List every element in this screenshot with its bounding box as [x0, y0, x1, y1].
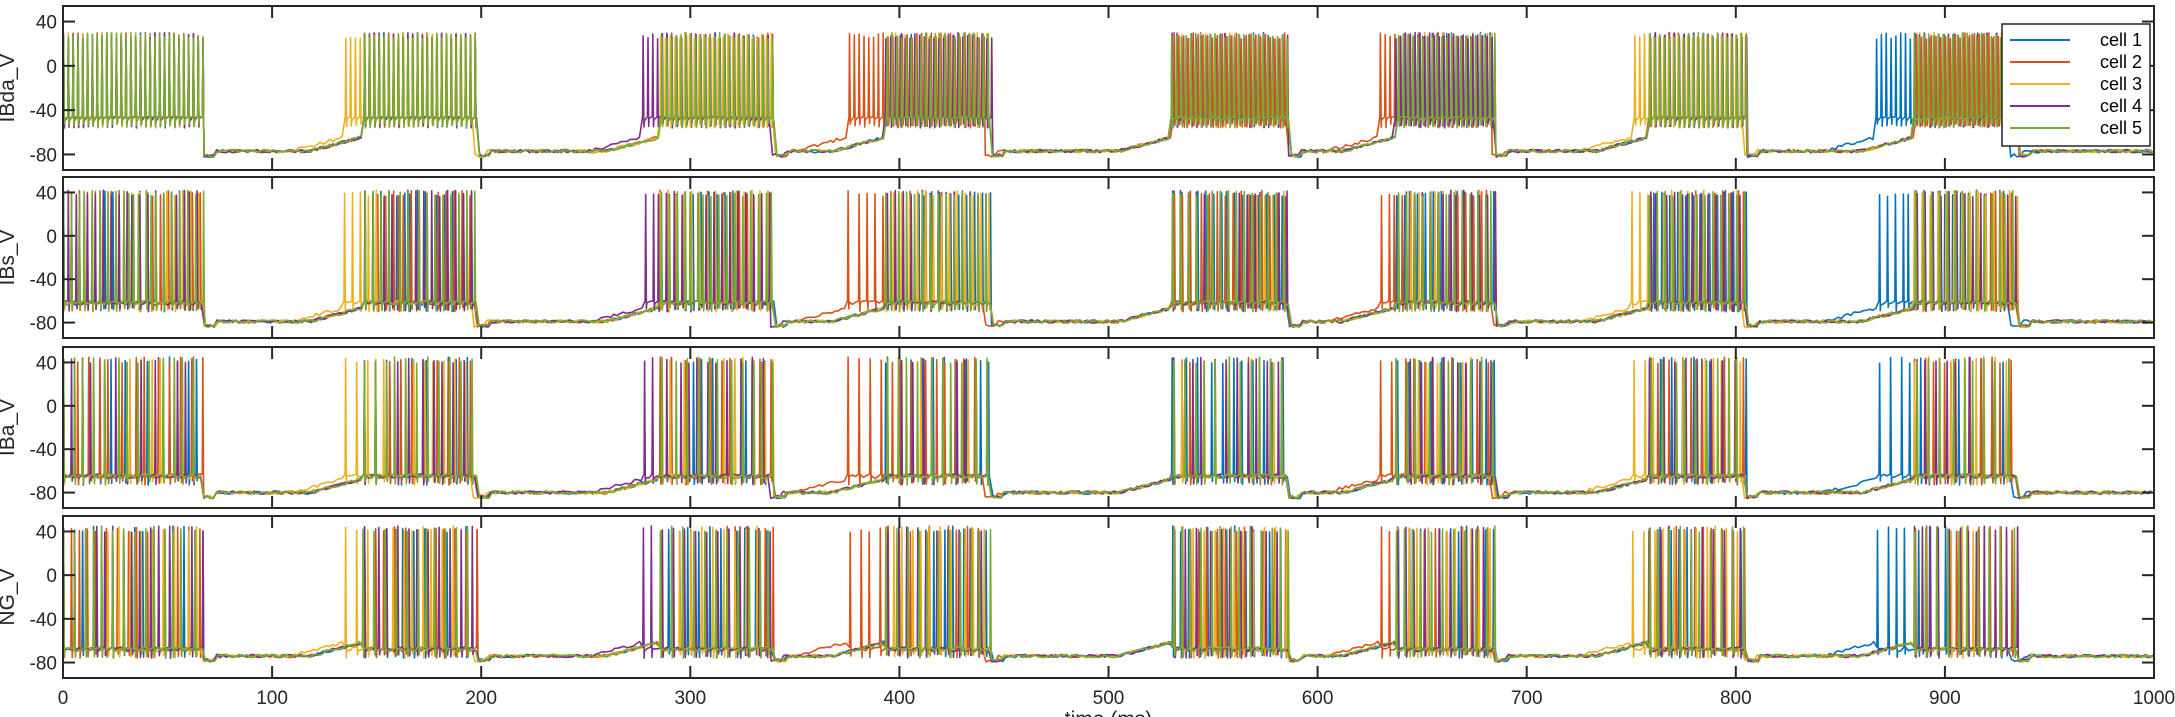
x-tick-label: 0 [58, 688, 69, 709]
x-tick-label: 700 [1511, 688, 1543, 709]
series-line-cell-5 [63, 525, 2154, 663]
x-tick-label: 900 [1929, 688, 1961, 709]
panel-2: 40 0 -40 -80 IBs_V [0, 176, 2155, 339]
series-line-cell-5 [63, 189, 2153, 329]
x-tick-label: 1000 [2133, 688, 2175, 709]
series-line-cell-2 [63, 525, 2152, 663]
panel-1: 40 0 -40 -80 IBda_V [0, 5, 2155, 171]
x-axis: 0 100 200 300 400 500 600 700 800 900 1000 [58, 688, 2175, 709]
x-tick-label: 800 [1720, 688, 1752, 709]
y-tick-label: -40 [30, 440, 57, 461]
panel-traces [63, 31, 2154, 158]
panel-traces [63, 189, 2154, 329]
legend-entry-label: cell 5 [2100, 118, 2142, 138]
y-tick-label: -40 [30, 101, 57, 122]
panel-traces [63, 525, 2154, 663]
series-line-cell-5 [63, 31, 2152, 158]
y-tick-label: 40 [36, 183, 57, 204]
series-line-cell-5 [63, 356, 2152, 500]
y-axis-label: IBs_V [0, 229, 19, 285]
y-tick-label: 0 [46, 57, 57, 78]
series-line-cell-2 [63, 31, 2154, 158]
y-tick-label: -40 [30, 610, 57, 631]
y-axis-label: IBa_V [0, 399, 19, 456]
x-tick-label: 600 [1302, 688, 1334, 709]
y-tick-label: 40 [36, 522, 57, 543]
series-line-cell-4 [63, 31, 2152, 158]
x-tick-label: 100 [256, 688, 288, 709]
panel-3: 40 0 -40 -80 IBa_V [0, 346, 2155, 509]
x-tick-label: 500 [1093, 688, 1125, 709]
legend-entry-label: cell 3 [2100, 74, 2142, 94]
y-tick-label: 0 [46, 227, 57, 248]
y-tick-label: 40 [36, 13, 57, 34]
y-tick-label: -80 [30, 314, 57, 335]
y-tick-label: -80 [30, 654, 57, 675]
x-tick-label: 300 [674, 688, 706, 709]
x-tick-label: 400 [884, 688, 916, 709]
y-axis-label: IBda_V [0, 54, 19, 123]
x-tick-label: 200 [465, 688, 497, 709]
series-line-cell-1 [63, 31, 2153, 158]
series-line-cell-3 [63, 31, 2153, 158]
legend-entry-label: cell 4 [2100, 96, 2142, 116]
panel-traces [63, 356, 2154, 500]
x-axis-label: time (ms) [1065, 708, 1153, 717]
legend-entry-label: cell 2 [2100, 52, 2142, 72]
panel-4: 40 0 -40 -80 NG_V [0, 515, 2155, 679]
y-tick-label: 0 [46, 566, 57, 587]
y-axis-label: NG_V [0, 568, 19, 625]
y-tick-label: 0 [46, 397, 57, 418]
y-tick-label: -40 [30, 270, 57, 291]
series-line-cell-3 [63, 189, 2154, 329]
y-tick-label: -80 [30, 145, 57, 166]
y-tick-label: 40 [36, 353, 57, 374]
y-tick-label: -80 [30, 484, 57, 505]
panels-layer: 40 0 -40 -80 IBda_V 40 0 -40 -80 IBs_V 40 0 -40 -80 IB… [0, 5, 2155, 679]
legend-entry-label: cell 1 [2100, 30, 2142, 50]
